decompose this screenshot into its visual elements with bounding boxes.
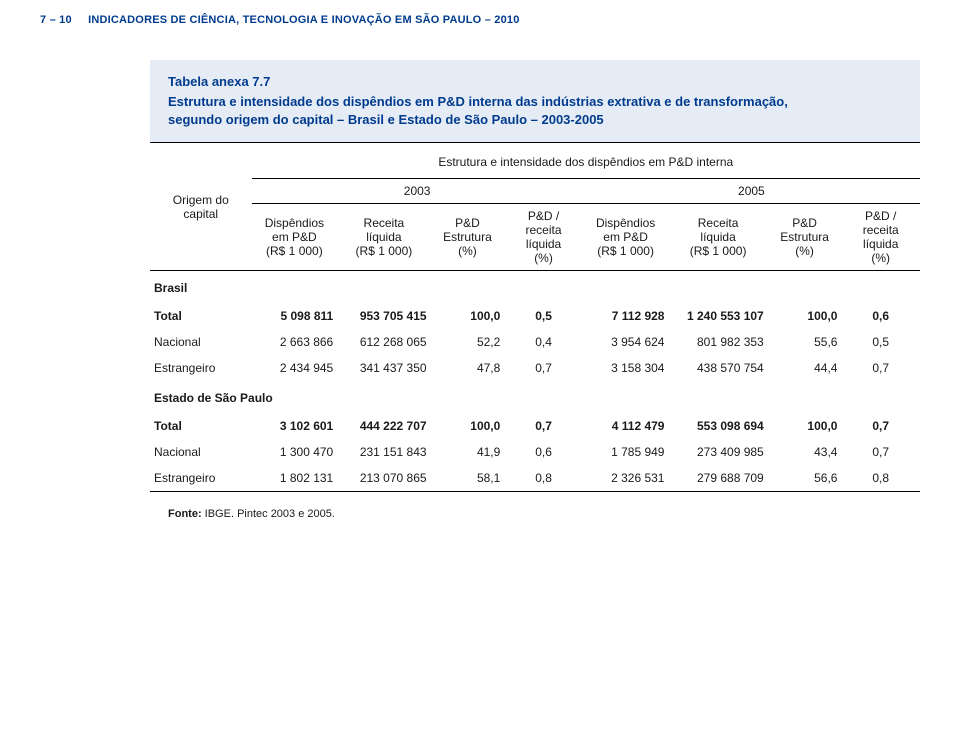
source-note: Fonte: IBGE. Pintec 2003 e 2005. bbox=[168, 508, 920, 520]
col-disp-2005: Dispêndios em P&D (R$ 1 000) bbox=[583, 204, 669, 271]
section-estado: Estado de São Paulo bbox=[150, 381, 920, 413]
caption-title: Estrutura e intensidade dos dispêndios e… bbox=[168, 93, 902, 128]
page-title: INDICADORES DE CIÊNCIA, TECNOLOGIA E INO… bbox=[88, 14, 519, 26]
data-table: Origem do capital Estrutura e intensidad… bbox=[150, 142, 920, 492]
table-caption: Tabela anexa 7.7 Estrutura e intensidade… bbox=[150, 60, 920, 142]
col-rowhead: Origem do capital bbox=[150, 143, 252, 271]
col-receita-2005: Receita líquida (R$ 1 000) bbox=[668, 204, 767, 271]
col-receita-2003: Receita líquida (R$ 1 000) bbox=[337, 204, 430, 271]
table-row: Estrangeiro 1 802 131 213 070 865 58,1 0… bbox=[150, 465, 920, 492]
col-intensidade-2005: P&D / receita líquida (%) bbox=[841, 204, 920, 271]
section-brasil: Brasil bbox=[150, 271, 920, 304]
table-row: Nacional 1 300 470 231 151 843 41,9 0,6 … bbox=[150, 439, 920, 465]
col-intensidade-2003: P&D / receita líquida (%) bbox=[504, 204, 582, 271]
col-disp-2003: Dispêndios em P&D (R$ 1 000) bbox=[252, 204, 338, 271]
col-year-2003: 2003 bbox=[252, 179, 583, 204]
table-row: Total 5 098 811 953 705 415 100,0 0,5 7 … bbox=[150, 303, 920, 329]
table-row: Estrangeiro 2 434 945 341 437 350 47,8 0… bbox=[150, 355, 920, 381]
page-header: 7 – 10 INDICADORES DE CIÊNCIA, TECNOLOGI… bbox=[40, 14, 920, 26]
page-number: 7 – 10 bbox=[40, 14, 72, 26]
col-estrutura-2005: P&D Estrutura (%) bbox=[768, 204, 842, 271]
col-super: Estrutura e intensidade dos dispêndios e… bbox=[252, 143, 920, 179]
col-year-2005: 2005 bbox=[583, 179, 920, 204]
caption-label: Tabela anexa 7.7 bbox=[168, 74, 902, 89]
table-row: Total 3 102 601 444 222 707 100,0 0,7 4 … bbox=[150, 413, 920, 439]
table-row: Nacional 2 663 866 612 268 065 52,2 0,4 … bbox=[150, 329, 920, 355]
col-estrutura-2003: P&D Estrutura (%) bbox=[431, 204, 505, 271]
